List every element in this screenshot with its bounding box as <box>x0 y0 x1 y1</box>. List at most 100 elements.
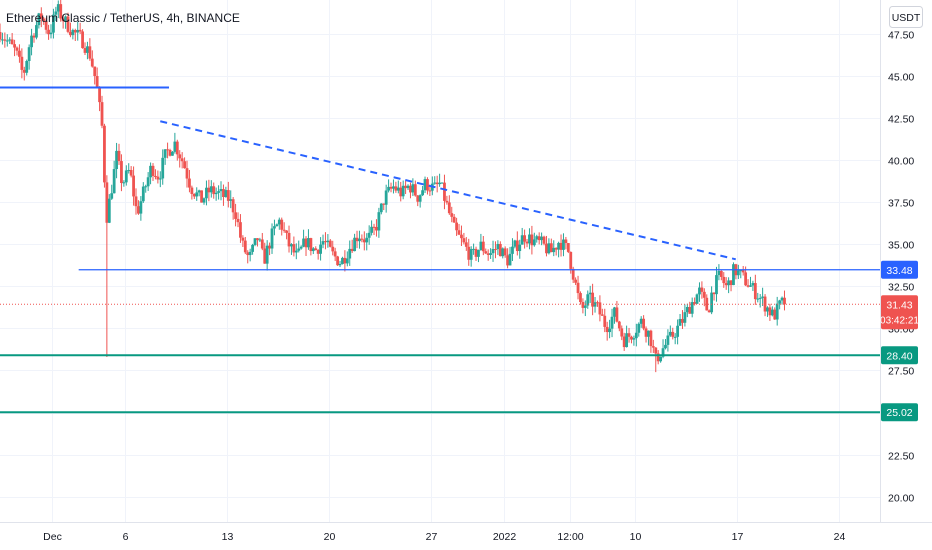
candle <box>445 195 449 205</box>
candle <box>256 238 259 247</box>
candle <box>418 194 422 208</box>
candle-body <box>81 31 84 49</box>
candle-body <box>307 238 310 248</box>
candle <box>528 228 531 250</box>
candle <box>307 229 310 250</box>
candle-body <box>0 31 2 40</box>
candle-body <box>593 302 597 307</box>
candle <box>370 220 373 236</box>
candle <box>608 319 612 339</box>
candle <box>260 232 264 251</box>
candle-body <box>336 256 339 266</box>
candle <box>268 242 271 256</box>
candle <box>345 251 349 267</box>
candle <box>559 234 563 257</box>
candle-body <box>93 66 97 77</box>
candle <box>202 197 206 205</box>
candle <box>197 189 201 197</box>
price-tick-label: 45.00 <box>888 72 914 84</box>
candle <box>239 214 242 243</box>
candle <box>540 232 544 246</box>
candle <box>338 260 342 268</box>
candle-body <box>443 182 446 201</box>
candle <box>600 308 604 316</box>
candle <box>98 86 101 112</box>
candle-body <box>613 307 616 317</box>
candle-body <box>758 297 762 299</box>
candle <box>78 22 82 34</box>
currency-label: USDT <box>892 12 921 24</box>
candle <box>498 241 502 257</box>
candle-body <box>566 243 570 252</box>
candle <box>39 7 43 28</box>
candle-body <box>355 237 359 242</box>
candle <box>464 237 468 251</box>
candle <box>56 0 60 19</box>
candle-body <box>22 69 26 73</box>
candle-body <box>581 302 585 308</box>
candle-body <box>387 186 390 191</box>
candle <box>698 282 701 302</box>
candle-body <box>617 321 621 329</box>
time-axis[interactable]: Dec 6 13 20 27 2022 12:00 10 17 24 <box>43 531 845 543</box>
candle <box>304 236 308 256</box>
candle-body <box>418 195 422 202</box>
candle <box>287 225 291 253</box>
candle <box>404 180 407 194</box>
candle-body <box>197 190 201 193</box>
candle <box>780 296 784 305</box>
candle-body <box>462 238 466 243</box>
time-tick-label: 10 <box>630 531 642 543</box>
candle-body <box>472 248 476 250</box>
candle-body <box>579 293 582 303</box>
candle-body <box>185 168 189 179</box>
candle-body <box>605 326 609 333</box>
candle-body <box>205 187 208 199</box>
candle <box>222 184 225 206</box>
candle <box>195 187 199 201</box>
candle <box>778 299 782 310</box>
candle-body <box>741 270 745 273</box>
time-tick-label: 2022 <box>493 531 517 543</box>
candle <box>90 50 94 68</box>
candle <box>622 332 626 351</box>
symbol-title[interactable]: Ethereum Classic / TetherUS, 4h, BINANCE <box>6 11 240 25</box>
candle <box>316 249 320 260</box>
candle-body <box>78 29 82 32</box>
candle-body <box>479 241 483 251</box>
candle <box>47 24 50 40</box>
candle-body <box>435 182 439 185</box>
candle <box>32 33 36 43</box>
candle-body <box>396 187 400 191</box>
candle-body <box>744 272 748 286</box>
candle-body <box>766 307 769 312</box>
candle <box>438 173 442 187</box>
candle <box>783 290 786 311</box>
candle <box>443 174 446 210</box>
candle <box>52 8 55 39</box>
candle <box>190 185 194 200</box>
candle <box>705 294 709 311</box>
support-2-price-badge-bg <box>881 403 918 422</box>
candle <box>144 184 148 193</box>
candle <box>120 154 123 192</box>
candle-body <box>591 292 595 307</box>
candle-body <box>469 249 473 260</box>
candle-body <box>15 47 19 51</box>
candle <box>185 160 189 188</box>
candle-body <box>236 218 240 223</box>
candle <box>171 151 174 156</box>
candle <box>579 291 582 305</box>
currency-button[interactable]: USDT <box>889 6 923 28</box>
candle-body <box>630 336 633 340</box>
candle-body <box>659 356 663 362</box>
candle <box>749 276 752 287</box>
candle-body <box>474 248 478 257</box>
candle <box>270 223 274 254</box>
candle-body <box>375 226 378 231</box>
candle <box>95 67 99 89</box>
candle-body <box>644 328 648 337</box>
candle-body <box>705 297 709 311</box>
